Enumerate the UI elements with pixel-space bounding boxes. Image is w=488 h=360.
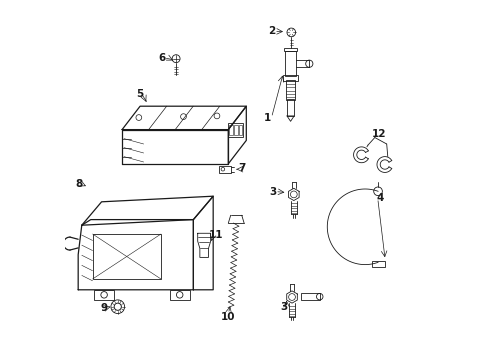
Bar — [285, 80, 295, 100]
Text: 11: 11 — [208, 230, 223, 240]
Text: 5: 5 — [136, 89, 143, 99]
Text: 8: 8 — [75, 179, 82, 189]
Bar — [283, 75, 297, 81]
Text: 2: 2 — [267, 26, 275, 36]
Bar — [170, 290, 189, 300]
Text: 1: 1 — [264, 113, 271, 123]
Text: 3: 3 — [280, 302, 287, 312]
Text: 3: 3 — [268, 186, 276, 197]
Bar — [234, 125, 237, 135]
Text: 7: 7 — [238, 163, 245, 174]
Bar — [284, 48, 296, 51]
Text: 6: 6 — [159, 53, 166, 63]
Bar — [301, 293, 319, 300]
Text: 4: 4 — [376, 193, 383, 203]
Text: 12: 12 — [371, 129, 385, 139]
Bar — [371, 261, 384, 267]
Bar — [228, 123, 243, 137]
Bar — [92, 234, 161, 279]
Bar — [284, 51, 296, 76]
Bar — [229, 125, 232, 135]
Text: 9: 9 — [101, 303, 107, 313]
Bar — [238, 125, 242, 135]
Bar — [286, 99, 294, 116]
Bar — [94, 290, 114, 300]
Bar — [219, 166, 230, 173]
Text: 10: 10 — [221, 312, 235, 322]
